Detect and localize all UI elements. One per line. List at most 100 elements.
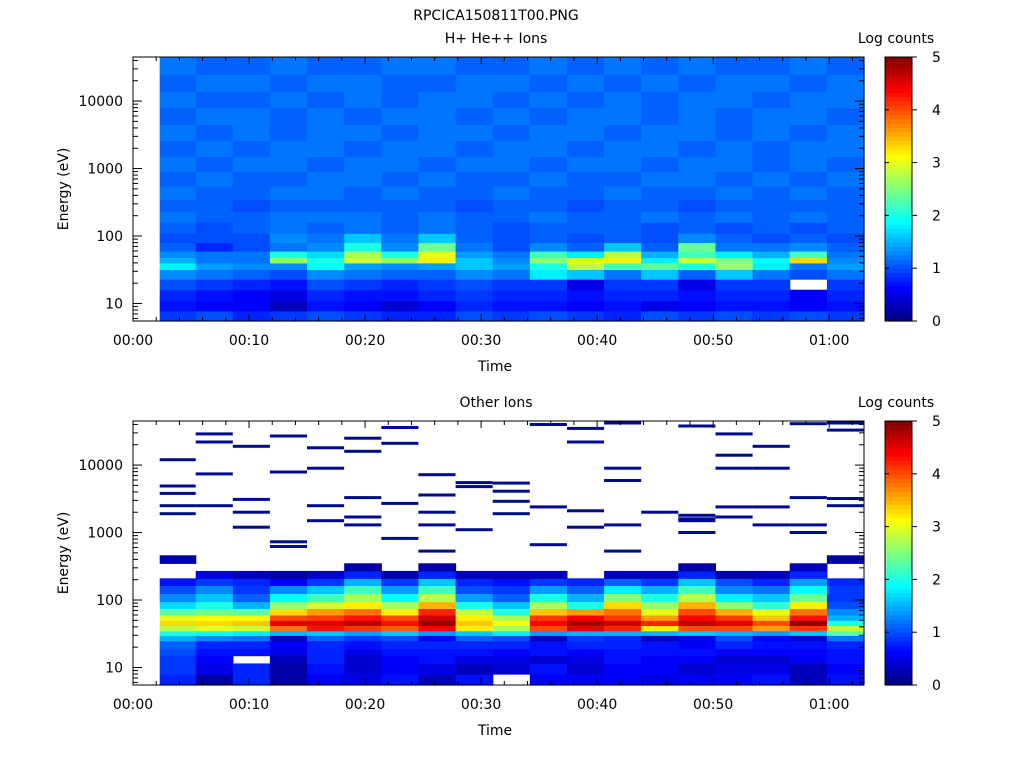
heatmap-cell <box>826 635 865 642</box>
high-energy-line <box>418 523 456 527</box>
heatmap-cell <box>269 57 308 75</box>
heatmap-cell <box>381 570 419 579</box>
heatmap-cell <box>678 655 716 664</box>
heatmap-cell <box>418 242 457 252</box>
heatmap-cell <box>381 262 419 270</box>
heatmap-cell <box>604 585 642 594</box>
colorbar-segment <box>885 575 912 580</box>
colorbar-segment <box>885 557 912 563</box>
colorbar-segment <box>885 79 912 84</box>
heatmap-cell <box>604 615 642 621</box>
heatmap-cell <box>529 674 568 686</box>
heatmap-cell <box>418 593 457 603</box>
heatmap-cell <box>752 630 791 636</box>
heatmap-cell <box>678 57 716 75</box>
heatmap-cell <box>195 262 234 270</box>
heatmap-cell <box>529 107 568 126</box>
heatmap-cell <box>159 91 197 109</box>
heatmap-cell <box>307 222 345 234</box>
heatmap-cell <box>529 570 568 579</box>
heatmap-cell <box>826 601 865 609</box>
colorbar-segment <box>885 74 912 80</box>
heatmap-cell <box>789 269 828 280</box>
heatmap-cell <box>604 593 642 603</box>
y-tick-label: 100 <box>96 229 123 245</box>
heatmap-cell <box>789 648 828 657</box>
heatmap-cell <box>159 186 197 200</box>
heatmap-cell <box>455 242 494 252</box>
heatmap-cell <box>307 199 345 213</box>
colorbar-segment <box>885 443 912 448</box>
colorbar-segment <box>885 478 912 484</box>
heatmap-cell <box>567 140 605 158</box>
panel-bottom: Other Ions Log counts Time Energy (eV) 0… <box>56 395 941 739</box>
heatmap-cell <box>752 74 791 92</box>
heatmap-cell <box>826 625 865 632</box>
heatmap-cell <box>641 601 679 609</box>
heatmap-cell <box>641 257 679 264</box>
heatmap-cell <box>269 140 308 158</box>
colorbar-segment <box>885 447 912 453</box>
heatmap-cell <box>604 279 642 291</box>
heatmap-cell <box>381 107 419 126</box>
heatmap-cell <box>678 625 716 632</box>
heatmap-cell <box>529 585 568 594</box>
heatmap-cell <box>455 620 494 626</box>
heatmap-cell <box>529 251 568 259</box>
heatmap-cell <box>789 57 828 75</box>
heatmap-cell <box>344 663 382 675</box>
heatmap-cell <box>641 233 679 244</box>
heatmap-cell <box>567 663 605 675</box>
heatmap-cell <box>455 608 494 616</box>
colorbar-segment <box>885 123 912 128</box>
heatmap-cell <box>159 663 197 675</box>
heatmap-cell <box>232 140 271 158</box>
heatmap-cell <box>826 593 865 603</box>
high-energy-line <box>492 481 530 485</box>
heatmap-cell <box>789 251 828 259</box>
heatmap-cell <box>641 57 679 75</box>
heatmap-cell <box>159 257 197 264</box>
heatmap-cell <box>381 171 419 187</box>
x-tick-label: 00:00 <box>113 333 153 349</box>
heatmap-cell <box>418 640 457 650</box>
high-energy-line <box>232 497 270 501</box>
colorbar-segment <box>885 535 912 541</box>
heatmap-cell <box>641 171 679 187</box>
heatmap-cell <box>159 601 197 609</box>
heatmap-cell <box>344 107 382 126</box>
heatmap-cell <box>678 578 716 586</box>
heatmap-cell <box>567 578 605 586</box>
heatmap-cell <box>381 578 419 586</box>
heatmap-cell <box>381 620 419 626</box>
heatmap-cell <box>752 257 791 264</box>
heatmap-cell <box>307 251 345 259</box>
heatmap-cell <box>604 107 642 126</box>
colorbar-tick-label: 3 <box>932 520 941 536</box>
heatmap-cell <box>307 625 345 632</box>
heatmap-cell <box>678 585 716 594</box>
colorbar-segment <box>885 460 912 466</box>
y-tick-label: 10000 <box>78 94 123 110</box>
high-energy-line <box>307 466 345 470</box>
heatmap-cell <box>307 140 345 158</box>
heatmap-cell <box>232 674 271 686</box>
heatmap-cell <box>232 171 271 187</box>
heatmap-cell <box>418 257 457 264</box>
heatmap-cell <box>195 233 234 244</box>
heatmap-cell <box>381 663 419 675</box>
heatmap-cell <box>418 635 457 642</box>
x-tick-label: 00:00 <box>113 697 153 713</box>
heatmap-cell <box>381 635 419 642</box>
heatmap-cell <box>418 222 457 234</box>
heatmap-cell <box>418 601 457 609</box>
high-energy-line <box>826 497 864 500</box>
heatmap-cell <box>826 555 865 564</box>
heatmap-cell <box>678 257 716 264</box>
heatmap-cell <box>381 186 419 200</box>
heatmap-cells <box>159 57 865 322</box>
heatmap-cell <box>269 585 308 594</box>
heatmap-cell <box>567 57 605 75</box>
heatmap-cell <box>418 615 457 621</box>
heatmap-cell <box>381 630 419 636</box>
